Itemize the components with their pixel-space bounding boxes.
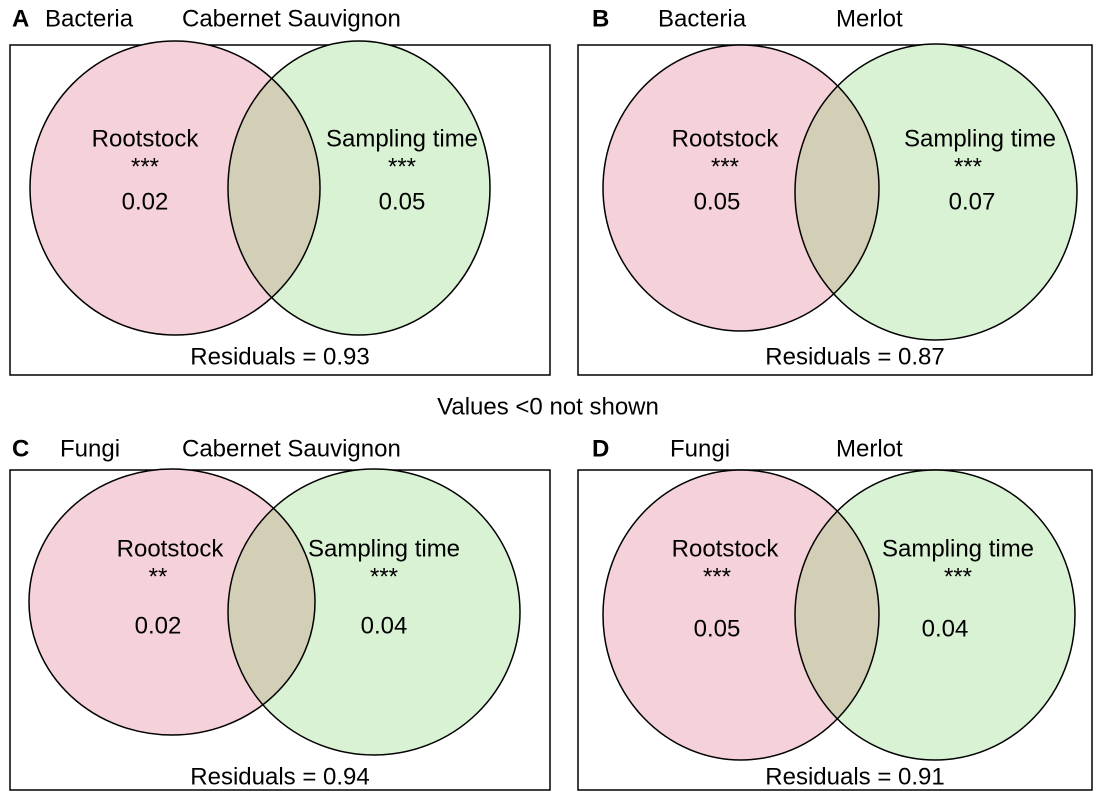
residuals: Residuals = 0.87: [765, 343, 944, 370]
set-outline: [227, 40, 491, 336]
panel-letter: A: [12, 5, 29, 32]
set-circle: [603, 470, 879, 760]
residuals: Residuals = 0.94: [190, 763, 369, 790]
residuals: Residuals = 0.93: [190, 343, 369, 370]
panel-letter: C: [12, 435, 29, 462]
significance: **: [149, 563, 168, 590]
panel-letter: D: [592, 435, 609, 462]
set-label: Rootstock: [672, 125, 780, 152]
residuals: Residuals = 0.91: [765, 763, 944, 790]
set-value: 0.02: [135, 612, 182, 639]
set-value: 0.02: [122, 188, 169, 215]
panel-group: Bacteria: [658, 5, 747, 32]
significance: ***: [703, 563, 731, 590]
panel-cultivar: Cabernet Sauvignon: [182, 5, 401, 32]
set-value: 0.05: [694, 615, 741, 642]
panel-group: Fungi: [60, 435, 120, 462]
panel-cultivar: Merlot: [836, 5, 903, 32]
set-label: Rootstock: [117, 535, 225, 562]
set-outline: [28, 468, 316, 736]
panel: C Fungi Cabernet Sauvignon Rootstock** 0.02 S…: [9, 435, 551, 791]
panel-frame: [577, 469, 1093, 791]
set-label: Sampling time: [904, 125, 1056, 152]
set-label: Sampling time: [326, 125, 478, 152]
panel-group: Bacteria: [45, 5, 134, 32]
set-value: 0.04: [922, 615, 969, 642]
overlap: [228, 41, 320, 335]
set-label: Sampling time: [882, 535, 1034, 562]
footnote: Values <0 not shown: [437, 393, 659, 420]
set-outline: [29, 40, 321, 336]
panel-frame: [9, 469, 551, 791]
panel-frame: [9, 44, 551, 376]
set-value: 0.05: [694, 188, 741, 215]
set-value: 0.07: [949, 188, 996, 215]
significance: ***: [954, 153, 982, 180]
set-outline: [794, 469, 1076, 761]
significance: ***: [944, 563, 972, 590]
set-value: 0.05: [379, 188, 426, 215]
panel-frame: [577, 44, 1093, 376]
set-value: 0.04: [361, 612, 408, 639]
set-label: Sampling time: [308, 535, 460, 562]
set-outline: [794, 43, 1078, 341]
panel-cultivar: Merlot: [836, 435, 903, 462]
significance: ***: [370, 563, 398, 590]
significance: ***: [131, 153, 159, 180]
panel-group: Fungi: [670, 435, 730, 462]
set-circle: [228, 469, 520, 755]
set-outline: [227, 468, 521, 756]
panel-cultivar: Cabernet Sauvignon: [182, 435, 401, 462]
significance: ***: [711, 153, 739, 180]
significance: ***: [388, 153, 416, 180]
set-outline: [602, 469, 880, 761]
panel: B Bacteria MerlotRootstock***0.05Sampling …: [577, 5, 1093, 376]
panel: A Bacteria Cabernet SauvignonRootstock***0…: [9, 5, 551, 376]
panel-letter: B: [592, 5, 609, 32]
set-circle: [795, 44, 1077, 340]
set-label: Rootstock: [92, 125, 200, 152]
set-circle: [795, 470, 1075, 760]
set-outline: [602, 44, 880, 332]
set-label: Rootstock: [672, 535, 780, 562]
